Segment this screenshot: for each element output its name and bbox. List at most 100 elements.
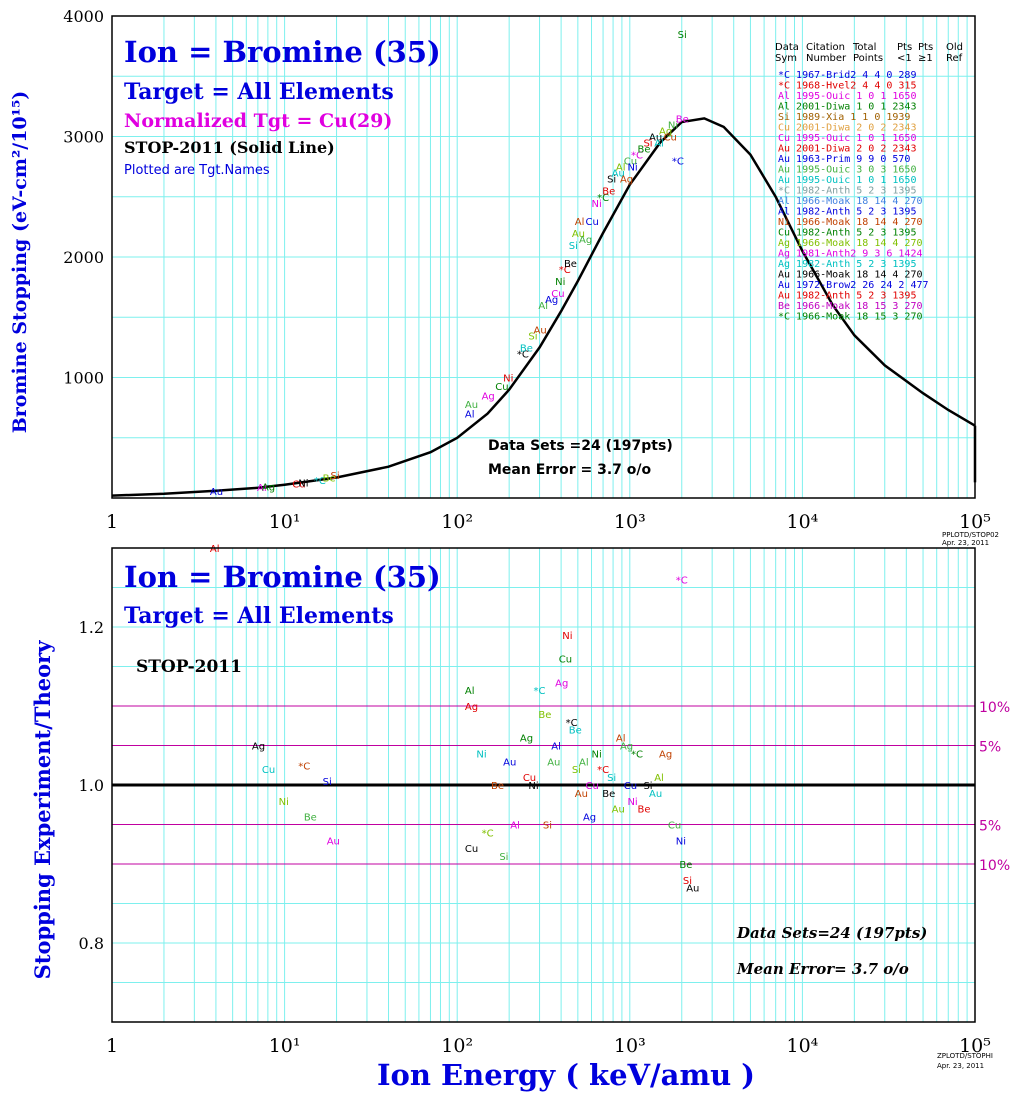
legend-header: Pts <box>897 42 912 53</box>
ratio-point-symbol: Be <box>538 710 551 721</box>
bottom-y-axis-label: Stopping Experiment/Theory <box>30 640 55 980</box>
legend-row: Au 1963-Prim 9 9 0 570 <box>778 154 910 165</box>
ratio-point-symbol: Si <box>643 781 652 792</box>
top-x-tick-label: 10³ <box>614 511 646 533</box>
bottom-y-tick-label: 1.2 <box>79 618 104 637</box>
top-plotted-note: Plotted are Tgt.Names <box>124 163 270 178</box>
ratio-point-symbol: Au <box>547 757 560 768</box>
data-point-symbol: Be <box>564 259 577 270</box>
legend-header: Pts <box>918 42 933 53</box>
data-point-symbol: Si <box>678 30 687 41</box>
data-point-symbol: Ni <box>668 120 678 131</box>
x-axis-label: Ion Energy ( keV/amu ) <box>377 1058 755 1092</box>
legend-header: Total <box>852 42 876 53</box>
ratio-point-symbol: *C <box>597 765 609 776</box>
bottom-title: Ion = Bromine (35) <box>124 560 441 594</box>
legend-row: Ni 1966-Moak 18 14 4 270 <box>778 217 923 228</box>
legend-header: Data <box>775 42 799 53</box>
legend-row: Au 1982-Anth 5 2 3 1395 <box>778 291 916 302</box>
top-x-tick-label: 10² <box>441 511 473 533</box>
bottom-x-tick-label: 1 <box>106 1035 118 1057</box>
ratio-point-symbol: Cu <box>624 781 637 792</box>
ratio-point-symbol: Au <box>649 789 662 800</box>
top-plot-frame <box>111 15 976 499</box>
ratio-point-symbol: Al <box>465 686 475 697</box>
data-point-symbol: Cu <box>624 157 637 168</box>
band-label: 10% <box>979 700 1010 716</box>
legend-header: Number <box>806 53 847 64</box>
top-x-tick-label: 10⁴ <box>787 511 819 533</box>
legend-header: Points <box>853 53 883 64</box>
legend-header: Sym <box>775 53 797 64</box>
ratio-point-symbol: Al <box>654 773 664 784</box>
data-point-symbol: *C <box>517 349 529 360</box>
ratio-point-symbol: Al <box>551 742 561 753</box>
theory-curve <box>111 117 976 497</box>
data-point-symbol: Ni <box>298 478 308 489</box>
data-point-symbol: Be <box>323 474 336 485</box>
ratio-point-symbol: Ag <box>583 813 596 824</box>
data-point-symbol: Si <box>528 331 537 342</box>
ratio-point-symbol: Cu <box>586 781 599 792</box>
band-label: 5% <box>979 819 1001 835</box>
top-x-tick-label: 10⁵ <box>959 511 991 533</box>
data-point-symbol: Si <box>569 241 578 252</box>
bottom-x-tick-label: 10⁵ <box>959 1035 991 1057</box>
axis-ticks: 1 1 10¹ 10¹ 10² 10² 10³ 10³ 10⁴ 10⁴ 10⁵ 10⁵ 1000 2000… <box>63 7 991 1057</box>
legend-row: Ag 1966-Moak 18 14 4 270 <box>778 238 923 249</box>
top-stats-sets: Data Sets =24 (197pts) <box>488 438 673 454</box>
ratio-point-symbol: Si <box>499 852 508 863</box>
ratio-point-symbol: Ag <box>555 678 568 689</box>
band-label: 10% <box>979 858 1010 874</box>
data-point-symbol: Si <box>331 471 340 482</box>
legend-row: Cu 2001-Diwa 2 0 2 2343 <box>778 123 916 134</box>
ratio-point-symbol: Al <box>510 821 520 832</box>
ratio-point-symbol: Si <box>607 773 616 784</box>
top-x-tick-label: 10¹ <box>269 511 301 533</box>
data-point-symbol: Ni <box>592 199 602 210</box>
data-point-symbol: *C <box>559 265 571 276</box>
data-point-symbol: Ni <box>627 163 637 174</box>
plot-frames <box>111 15 976 1023</box>
bottom-curve-label: STOP-2011 <box>136 657 242 677</box>
ratio-point-symbol: Si <box>323 777 332 788</box>
data-point-symbol: Ag <box>262 483 275 494</box>
data-point-symbol: Ag <box>620 175 633 186</box>
data-point-symbol: Ni <box>503 374 513 385</box>
data-point-symbol: *C <box>314 476 326 487</box>
legend-row: Al 2001-Diwa 1 0 1 2343 <box>778 102 916 113</box>
data-point-symbol: Be <box>602 187 615 198</box>
ratio-point-symbol: Au <box>327 836 340 847</box>
ratio-point-symbol: Ni <box>279 797 289 808</box>
data-point-symbol: Si <box>643 139 652 150</box>
ratio-point-symbol: Be <box>491 781 504 792</box>
ratio-point-symbol: Be <box>602 789 615 800</box>
ratio-point-symbol: Ni <box>528 781 538 792</box>
ratio-point-symbol: Au <box>612 805 625 816</box>
legend-header: Old <box>946 42 963 53</box>
ratio-point-symbol: Si <box>543 821 552 832</box>
ratio-point-symbol: Cu <box>668 821 681 832</box>
legend-row: Cu 1995-Ouic 1 0 1 1650 <box>778 133 916 144</box>
top-stamp-date: Apr. 23, 2011 <box>942 539 989 547</box>
data-point-symbol: Au <box>534 325 547 336</box>
data-point-symbol: Cu <box>292 480 305 491</box>
data-legend: Data Citation Total Pts Pts Old Sym Number Point… <box>775 42 963 323</box>
bottom-stats-sets: Data Sets=24 (197pts) <box>736 924 927 942</box>
ratio-point-symbol: Ni <box>562 631 572 642</box>
legend-row: Cu 1982-Anth 5 2 3 1395 <box>778 228 916 239</box>
error-bands: 5% 10% 5% 10% <box>112 700 1010 874</box>
legend-row: *C 1968-Hvel2 4 4 0 315 <box>778 81 916 92</box>
data-point-symbol: Ag <box>579 235 592 246</box>
data-point-symbol: Cu <box>664 133 677 144</box>
bottom-y-tick-label: 0.8 <box>79 934 104 953</box>
top-plot-grid <box>112 16 975 498</box>
ratio-point-symbol: *C <box>534 686 546 697</box>
ratio-point-symbol: Cu <box>465 844 478 855</box>
bottom-y-tick-label: 1.0 <box>79 776 104 795</box>
top-y-tick-label: 4000 <box>63 7 104 26</box>
data-point-symbol: Al <box>538 301 548 312</box>
ratio-point-symbol: Be <box>679 860 692 871</box>
data-point-symbol: Ag <box>659 126 672 137</box>
